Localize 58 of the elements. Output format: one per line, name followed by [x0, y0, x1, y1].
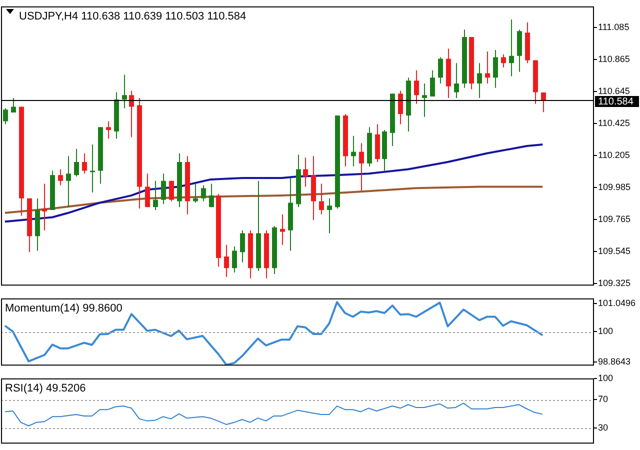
- candlestick: [153, 180, 158, 210]
- candlestick: [74, 148, 79, 178]
- chart-title: USDJPY,H4 110.638 110.639 110.503 110.584: [19, 10, 246, 22]
- y-tick-label: 110.645: [598, 86, 630, 96]
- candlestick: [359, 142, 364, 192]
- candlestick: [209, 183, 214, 208]
- candlestick: [193, 183, 198, 204]
- y-tick-label: 30: [598, 422, 608, 432]
- y-tick-label: 100: [598, 372, 614, 383]
- candlestick: [129, 90, 134, 138]
- candlestick: [319, 183, 324, 215]
- candlestick: [327, 198, 332, 234]
- y-tick-label: 100: [598, 326, 614, 336]
- candlestick: [422, 82, 427, 118]
- candlestick: [430, 70, 435, 98]
- candlestick: [477, 62, 482, 99]
- y-tick-label: 110.865: [598, 54, 630, 64]
- candlestick: [106, 120, 111, 140]
- y-tick-label: 109.545: [598, 246, 631, 256]
- candlestick: [66, 156, 71, 208]
- candlestick: [280, 214, 285, 246]
- candlestick: [414, 70, 419, 104]
- y-tick-label: 110.425: [598, 118, 630, 128]
- candlestick: [145, 173, 150, 208]
- candlestick: [485, 50, 490, 84]
- y-tick-label: 98.8643: [598, 356, 631, 366]
- candlestick: [3, 108, 8, 125]
- candlestick: [42, 183, 47, 231]
- y-tick-label: 109.765: [598, 214, 631, 224]
- y-tick-label: 70: [598, 394, 608, 404]
- candlestick: [11, 98, 16, 114]
- candlestick: [169, 180, 174, 202]
- y-tick-label: 101.0496: [598, 298, 636, 308]
- candlestick: [122, 74, 127, 109]
- candlestick: [541, 92, 546, 113]
- candlestick: [240, 230, 245, 263]
- candlestick: [303, 157, 308, 188]
- y-tick-label: 109.325: [598, 278, 631, 288]
- candlestick: [58, 168, 63, 186]
- candlestick: [90, 144, 95, 194]
- candlestick: [493, 50, 498, 88]
- chart-title: RSI(14) 49.5206: [5, 382, 86, 394]
- candlestick: [398, 90, 403, 125]
- candlestick: [501, 54, 506, 68]
- chart-title: Momentum(14) 99.8600: [5, 302, 122, 314]
- candlestick: [232, 246, 237, 274]
- y-tick-label: 110.205: [598, 150, 630, 160]
- candlestick: [82, 152, 87, 174]
- candlestick: [454, 62, 459, 99]
- candlestick: [201, 184, 206, 202]
- candlestick: [351, 135, 356, 167]
- y-tick-label: 111.085: [598, 22, 630, 32]
- candlestick: [224, 244, 229, 278]
- candlestick: [161, 173, 166, 205]
- candlestick: [509, 18, 514, 77]
- ref-line-label: 110.584: [598, 96, 634, 108]
- candlestick: [438, 56, 443, 84]
- y-tick-label: 109.985: [598, 182, 631, 192]
